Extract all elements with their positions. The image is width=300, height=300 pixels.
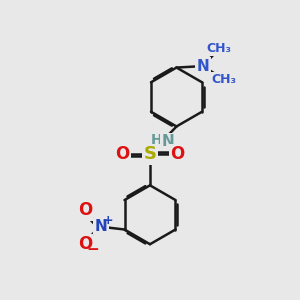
- Text: O: O: [170, 146, 184, 164]
- Text: CH₃: CH₃: [207, 42, 232, 55]
- Text: −: −: [87, 242, 99, 257]
- Text: +: +: [102, 214, 113, 226]
- Text: O: O: [116, 146, 130, 164]
- Text: CH₃: CH₃: [211, 73, 236, 86]
- Text: N: N: [94, 219, 107, 234]
- Text: N: N: [196, 58, 209, 74]
- Text: O: O: [78, 235, 92, 253]
- Text: O: O: [78, 201, 92, 219]
- Text: S: S: [143, 146, 157, 164]
- Text: H: H: [151, 133, 163, 147]
- Text: N: N: [161, 134, 174, 149]
